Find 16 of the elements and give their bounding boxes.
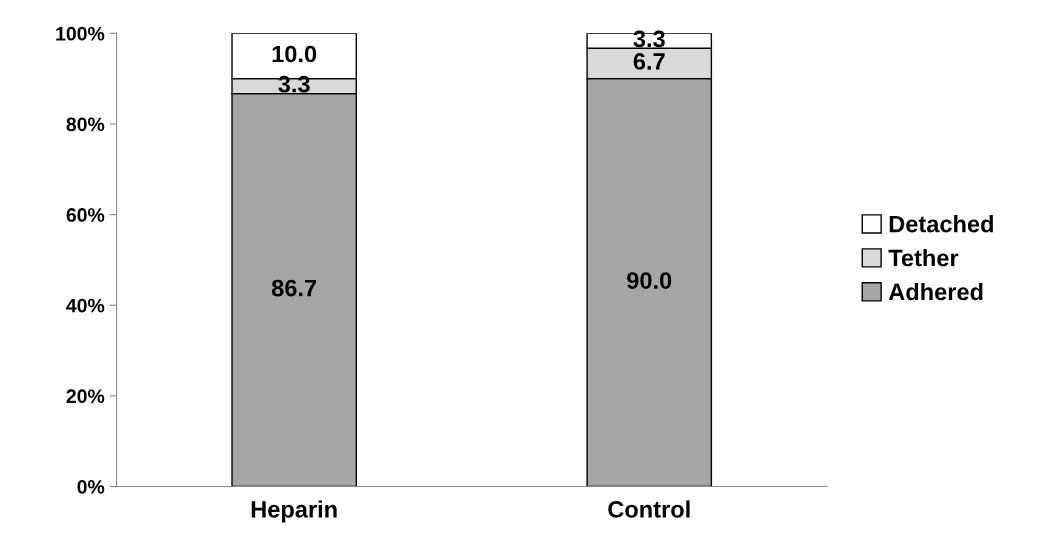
data-label: 10.0	[272, 45, 317, 63]
y-tick-label: 20%	[66, 389, 105, 404]
data-label: 3.3	[633, 30, 665, 48]
x-tick-label: Heparin	[251, 500, 337, 523]
y-tick-label: 0%	[77, 479, 105, 494]
data-label: 90.0	[627, 272, 672, 289]
y-tick-label: 60%	[66, 208, 105, 222]
y-tick-label: 100%	[56, 26, 105, 41]
x-tick-label: Control	[608, 500, 690, 518]
legend-label: Detached	[889, 215, 993, 233]
y-tick-label: 40%	[66, 298, 105, 313]
data-label: 86.7	[271, 279, 317, 297]
data-label: 6.7	[633, 53, 665, 70]
y-tick-label: 80%	[66, 117, 105, 132]
legend-label: Adhered	[888, 282, 983, 301]
legend-label: Tether	[888, 248, 959, 267]
